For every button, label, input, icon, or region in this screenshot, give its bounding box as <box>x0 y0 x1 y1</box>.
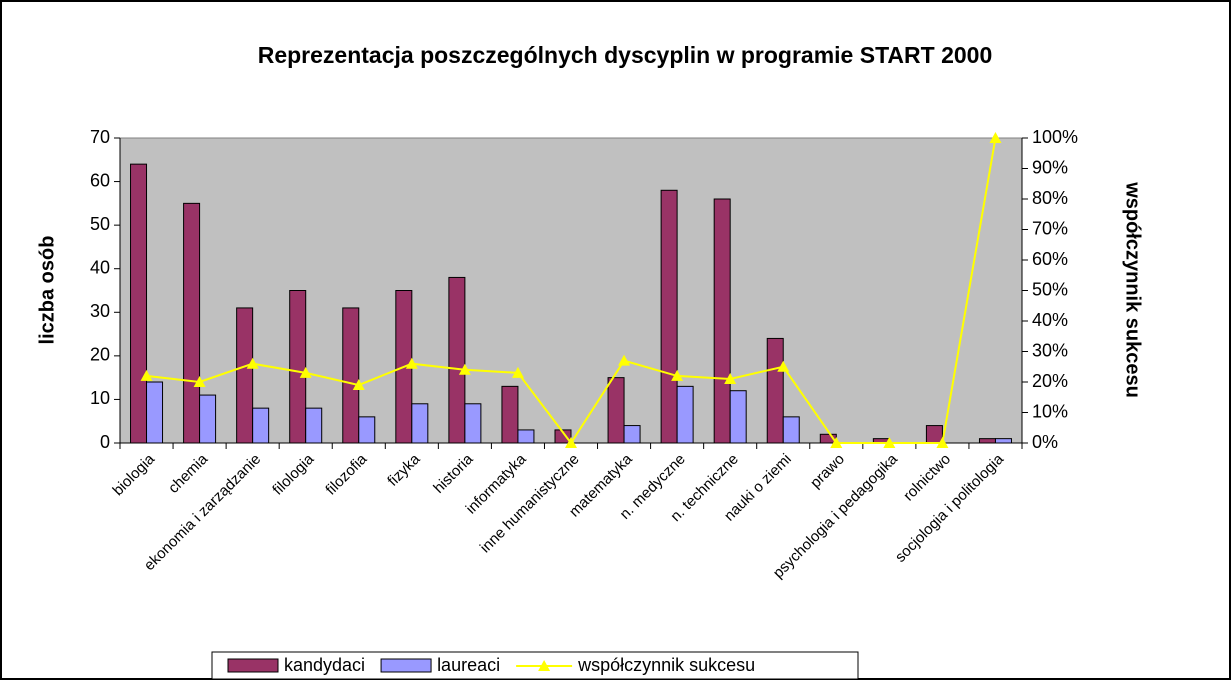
bar <box>448 276 466 444</box>
line-marker <box>299 366 312 378</box>
line-marker <box>671 369 684 381</box>
y2-tick-label: 30% <box>1032 340 1068 360</box>
line-marker <box>511 366 524 378</box>
bar <box>978 438 996 444</box>
y2-tick-label: 20% <box>1032 371 1068 391</box>
y-tick-label: 50 <box>90 214 110 234</box>
y2-tick-label: 40% <box>1032 310 1068 330</box>
y2-tick-label: 50% <box>1032 279 1068 299</box>
line-marker <box>618 354 631 366</box>
bar <box>501 385 519 444</box>
line-marker <box>777 360 790 372</box>
bar <box>305 407 323 444</box>
y2-tick-label: 80% <box>1032 188 1068 208</box>
y2-tick-label: 100% <box>1032 127 1078 147</box>
bar <box>358 416 376 444</box>
bar <box>252 407 270 444</box>
line-marker <box>140 369 153 381</box>
bar <box>183 202 201 444</box>
y2-tick-label: 90% <box>1032 157 1068 177</box>
bar <box>236 307 254 444</box>
line-marker <box>565 437 577 448</box>
y2-tick-label: 0% <box>1032 432 1058 452</box>
line-marker <box>193 376 206 387</box>
bar <box>199 394 217 444</box>
legend-label: współczynnik sukcesu <box>577 655 755 675</box>
line-marker <box>883 437 896 448</box>
legend-label: laureaci <box>437 655 500 675</box>
bar <box>464 403 482 444</box>
bar <box>146 381 164 444</box>
line-marker <box>458 363 471 375</box>
legend-marker <box>538 660 551 671</box>
bar <box>607 377 625 444</box>
y-tick-label: 60 <box>90 170 110 190</box>
y2-axis-label: współczynnik sukcesu <box>1122 181 1144 398</box>
bar <box>729 390 747 444</box>
y-tick-label: 70 <box>90 127 110 147</box>
line-marker <box>405 357 418 369</box>
bar <box>925 425 943 444</box>
plot-area <box>119 137 1023 444</box>
y-tick-label: 20 <box>90 345 110 365</box>
line-marker <box>936 437 949 448</box>
line-marker <box>830 437 843 448</box>
line-marker <box>989 132 1002 143</box>
y-tick-label: 40 <box>90 257 110 277</box>
bar <box>660 189 678 444</box>
bar <box>130 163 148 444</box>
bar <box>766 337 784 444</box>
chart-title: Reprezentacja poszczególnych dyscyplin w… <box>258 42 993 68</box>
line-marker <box>246 357 259 369</box>
y-axis-label: liczba osób <box>36 236 58 345</box>
bar <box>782 416 800 444</box>
y-tick-label: 0 <box>100 432 110 452</box>
bar <box>289 290 307 444</box>
legend-swatch <box>380 658 432 673</box>
bar <box>994 438 1012 444</box>
bar <box>676 385 694 444</box>
y2-tick-label: 60% <box>1032 249 1068 269</box>
y2-tick-label: 10% <box>1032 401 1068 421</box>
bar <box>342 307 360 444</box>
bar <box>623 425 641 444</box>
y-tick-label: 10 <box>90 388 110 408</box>
bar <box>517 429 535 444</box>
bar <box>554 429 572 444</box>
y2-tick-label: 70% <box>1032 218 1068 238</box>
bar <box>411 403 429 444</box>
y-tick-label: 30 <box>90 301 110 321</box>
legend-label: kandydaci <box>284 655 365 675</box>
bar <box>713 198 731 444</box>
line-marker <box>724 372 737 384</box>
legend-swatch <box>227 658 279 673</box>
line-marker <box>352 379 365 391</box>
